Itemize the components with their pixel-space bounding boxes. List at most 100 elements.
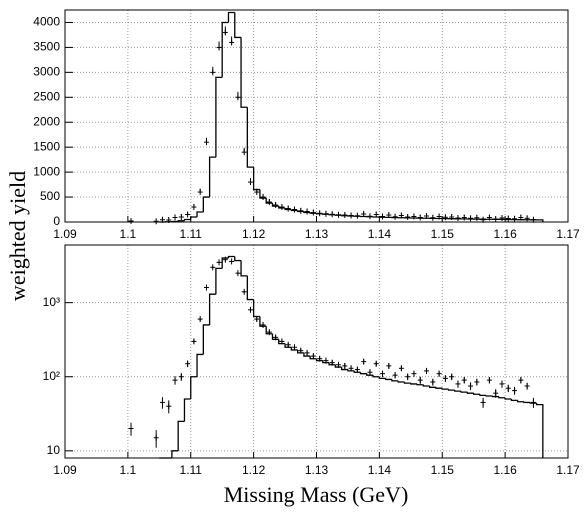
data-point (367, 369, 373, 376)
data-point (291, 344, 297, 351)
histogram-bin (397, 380, 405, 383)
histogram-bin (234, 12, 242, 39)
histogram-bin (366, 373, 374, 376)
data-point (210, 264, 216, 271)
data-point (392, 372, 398, 379)
x-tick-label: 1.16 (493, 227, 517, 241)
histogram-bin (517, 400, 524, 403)
histogram-bin (341, 367, 348, 371)
histogram-bin (403, 381, 411, 384)
data-point (436, 370, 442, 377)
data-point (449, 214, 455, 221)
y-tick-label: 10³ (43, 295, 60, 309)
data-point (329, 359, 335, 366)
histogram-bin (535, 219, 544, 222)
histogram-bin (309, 356, 317, 360)
histogram-bin (466, 392, 474, 394)
data-point (247, 178, 253, 186)
data-point (216, 259, 222, 266)
histogram-bin (309, 212, 317, 214)
data-point (518, 214, 524, 221)
histogram-bin (259, 189, 267, 199)
data-point (210, 66, 216, 76)
histogram-bin (429, 385, 436, 388)
histogram-bin (353, 370, 361, 373)
histogram-bin (372, 375, 380, 378)
data-point (273, 202, 279, 209)
histogram-bin (334, 364, 342, 368)
x-tick-label: 1.11 (180, 463, 203, 477)
histogram-bin (221, 21, 229, 78)
histogram-bin (498, 396, 506, 399)
data-point (317, 355, 323, 362)
x-tick-label: 1.14 (368, 463, 392, 477)
histogram-bin (278, 339, 286, 345)
data-point (285, 341, 291, 348)
x-tick-label: 1.12 (242, 463, 266, 477)
histogram-bin (303, 352, 311, 357)
data-point (128, 218, 134, 225)
data-point (304, 208, 310, 215)
data-point (505, 215, 511, 222)
data-point (235, 270, 241, 277)
y-tick-label: 0 (53, 214, 60, 228)
data-point (260, 321, 266, 328)
data-point (392, 213, 398, 220)
data-point (512, 386, 518, 395)
data-point (361, 358, 367, 365)
histogram-bin (296, 210, 304, 213)
x-tick-label: 1.16 (493, 463, 517, 477)
data-point (254, 188, 260, 196)
histogram-bin (227, 11, 235, 23)
data-point (386, 212, 392, 219)
histogram-bin (523, 401, 531, 404)
x-tick-label: 1.15 (431, 463, 455, 477)
histogram-bin (290, 347, 298, 351)
y-tick-label: 1500 (33, 139, 60, 153)
data-point (229, 36, 235, 46)
data-point (348, 212, 354, 219)
histogram-bin (473, 393, 480, 395)
histogram-bin (215, 76, 223, 158)
x-tick-label: 1.13 (305, 227, 329, 241)
x-tick-label: 1.17 (556, 227, 580, 241)
data-point (411, 213, 417, 220)
histogram-bin (504, 397, 512, 400)
histogram-bin (447, 389, 455, 391)
data-point (266, 198, 272, 206)
data-point (354, 212, 360, 219)
data-point (166, 400, 172, 414)
data-point (480, 216, 486, 223)
data-point (348, 365, 354, 372)
data-point (191, 338, 197, 345)
histogram-bin (196, 211, 204, 218)
data-point (172, 214, 178, 221)
y-tick-label: 3500 (33, 40, 60, 54)
y-tick-label: 2500 (33, 89, 60, 103)
y-axis-title: weighted yield (5, 171, 30, 301)
histogram-bin (315, 358, 323, 362)
data-point (386, 362, 392, 369)
histogram-bin (284, 343, 292, 348)
histogram-bin (246, 275, 254, 301)
y-tick-label: 10 (47, 443, 61, 457)
histogram-bin (202, 196, 210, 213)
data-point (417, 376, 423, 384)
histogram-bin (252, 299, 260, 318)
data-point (191, 204, 197, 211)
data-point (235, 91, 241, 101)
data-point (380, 213, 386, 220)
data-point (310, 209, 316, 216)
histogram-bin (454, 390, 462, 392)
data-point (336, 211, 342, 218)
data-point (474, 378, 480, 386)
data-point (499, 215, 505, 222)
histogram-bin (190, 216, 198, 220)
data-point (153, 218, 159, 225)
data-point (247, 306, 253, 313)
data-point (291, 206, 297, 213)
histogram-bin (435, 387, 443, 389)
data-point (203, 284, 209, 291)
data-point (342, 362, 348, 369)
data-point (461, 377, 467, 384)
